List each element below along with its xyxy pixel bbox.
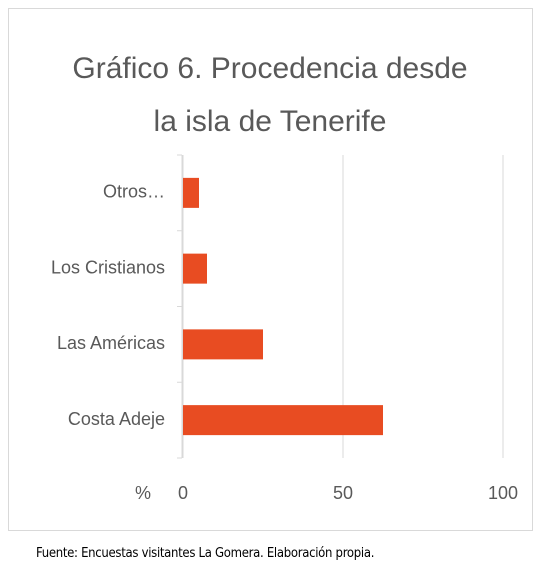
bar [183,405,383,436]
bar [183,329,263,360]
chart-border [8,8,533,531]
bar [183,177,199,208]
x-tick-label: 50 [333,483,353,503]
source-note: Fuente: Encuestas visitantes La Gomera. … [36,546,375,561]
x-axis-label: % [135,483,151,503]
x-tick-label: 0 [178,483,188,503]
y-tick-label: Otros… [103,182,165,202]
y-tick-label: Las Américas [57,333,165,353]
chart-title: Gráfico 6. Procedencia desde la isla de … [72,52,468,138]
y-tick-label: Los Cristianos [51,257,165,277]
x-tick-label: 100 [488,483,518,503]
y-tick-label: Costa Adeje [68,409,165,429]
bar [183,253,207,284]
